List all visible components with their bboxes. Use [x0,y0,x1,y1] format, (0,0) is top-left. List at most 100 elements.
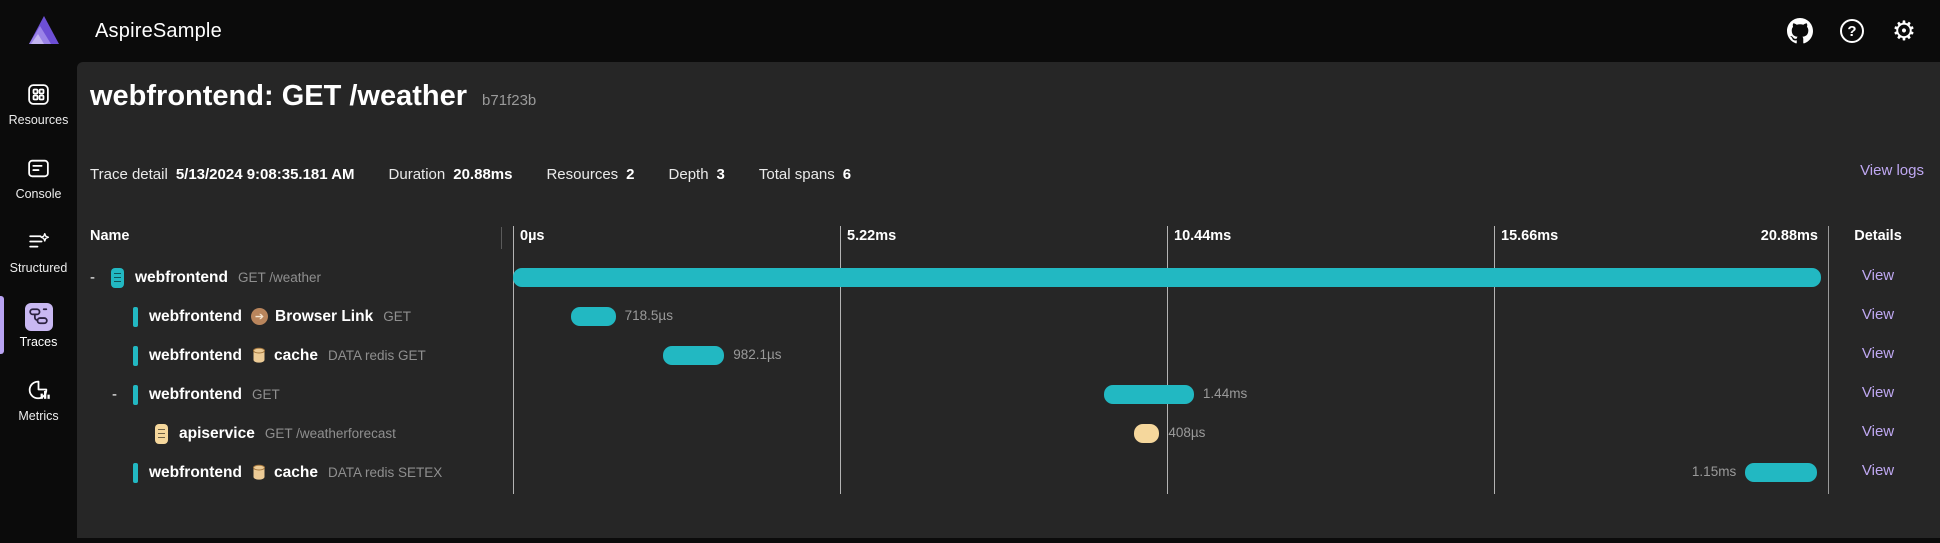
span-bar[interactable] [662,346,725,365]
details-column-header: Details [1854,228,1902,244]
span-kind-label: cache [274,346,318,364]
span-resource-name: webfrontend [135,268,228,286]
span-duration-label: 718.5µs [624,308,673,323]
database-icon [251,347,267,364]
resource-bar-icon [133,306,138,327]
gridline-5ms [840,226,841,494]
view-details-link[interactable]: View [1861,423,1895,440]
summary-depth: Depth 3 [668,165,725,183]
summary-trace-detail: Trace detail 5/13/2024 9:08:35.181 AM [90,165,355,183]
tick-label-4: 20.88ms [1760,228,1818,244]
timeline-cell: 982.1µs [513,336,1821,375]
trace-id-badge: b71f23b [482,92,537,109]
resource-bar-icon [133,384,138,405]
trace-row[interactable]: webfrontend cache DATA redis GET 982.1µs… [77,336,1940,375]
traces-icon [24,302,53,331]
span-bar[interactable] [1103,385,1194,404]
summary-resources: Resources 2 [546,165,635,183]
resource-pill-icon [111,267,124,288]
help-icon[interactable]: ? [1838,17,1866,45]
span-kind-label: Browser Link [275,307,374,325]
sidebar-item-label: Traces [19,334,58,349]
trace-row[interactable]: - webfrontend GET 1.44ms View [77,375,1940,414]
trace-row[interactable]: webfrontend cache DATA redis SETEX 1.15m… [77,453,1940,492]
timeline-cell [513,258,1821,297]
gridline-0us [513,226,514,494]
span-detail-text: GET /weatherforecast [264,426,396,441]
collapse-toggle[interactable]: - [90,269,95,286]
collapse-toggle[interactable]: - [112,386,117,403]
console-icon [25,155,53,183]
view-details-link[interactable]: View [1861,267,1895,284]
timeline-cell: 1.15ms [513,453,1821,492]
timeline-cell: 718.5µs [513,297,1821,336]
span-detail-text: DATA redis SETEX [327,465,443,480]
span-duration-label: 1.15ms [1691,464,1737,479]
sidebar-item-label: Metrics [18,408,59,423]
span-bar[interactable] [1133,424,1160,443]
timeline-cell: 1.44ms [513,375,1821,414]
sidebar-item-label: Console [15,186,62,201]
waterfall-header: Name 0µs 5.22ms 10.44ms 15.66ms 20.88ms … [77,220,1940,258]
sidebar-item-label: Structured [9,260,68,275]
trace-row[interactable]: - webfrontend GET /weather View [77,258,1940,297]
sidebar-item-structured[interactable]: Structured [0,220,77,283]
trace-row[interactable]: webfrontend ➔ Browser Link GET 718.5µs V… [77,297,1940,336]
gridline-15ms [1494,226,1495,494]
top-bar: AspireSample ? ⚙ [0,0,1940,62]
sidebar-item-label: Resources [8,112,69,127]
trace-summary: Trace detail 5/13/2024 9:08:35.181 AM Du… [90,162,1924,186]
view-logs-link[interactable]: View logs [1860,162,1924,179]
view-details-link[interactable]: View [1861,384,1895,401]
view-details-link[interactable]: View [1861,345,1895,362]
metrics-icon [25,377,53,405]
span-duration-label: 1.44ms [1202,386,1248,401]
span-resource-name: webfrontend [149,463,242,481]
span-kind-label: cache [274,463,318,481]
topbar-actions: ? ⚙ [1786,0,1918,62]
resource-pill-icon [155,423,168,444]
page-title: webfrontend: GET /weather [90,80,468,112]
tick-label-2: 10.44ms [1174,228,1232,244]
database-icon [251,464,267,481]
trace-detail-panel: webfrontend: GET /weather b71f23b Trace … [77,62,1940,538]
browser-link-icon: ➔ [251,308,268,325]
waterfall-rows: - webfrontend GET /weather View webfront… [77,258,1940,492]
waterfall-table: Name 0µs 5.22ms 10.44ms 15.66ms 20.88ms … [77,220,1940,530]
span-detail-text: DATA redis GET [327,348,426,363]
span-bar[interactable] [570,307,616,326]
gridline-10ms [1167,226,1168,494]
sidebar-item-console[interactable]: Console [0,146,77,209]
view-details-link[interactable]: View [1861,462,1895,479]
span-resource-name: webfrontend [149,385,242,403]
tick-label-3: 15.66ms [1501,228,1559,244]
sidebar-item-traces[interactable]: Traces [0,294,77,357]
summary-duration: Duration 20.88ms [388,165,513,183]
settings-icon[interactable]: ⚙ [1891,15,1917,46]
span-duration-label: 982.1µs [733,347,782,362]
view-details-link[interactable]: View [1861,306,1895,323]
sidebar: Resources Console Structured Tra [0,62,77,543]
span-duration-label: 408µs [1168,425,1206,440]
tick-label-1: 5.22ms [847,228,897,244]
span-bar[interactable] [513,268,1821,287]
span-detail-text: GET [252,387,280,402]
summary-total-spans: Total spans 6 [758,165,852,183]
span-resource-name: webfrontend [149,307,242,325]
resource-bar-icon [133,345,138,366]
timeline-cell: 408µs [513,414,1821,453]
structured-icon [25,229,53,257]
sidebar-item-resources[interactable]: Resources [0,72,77,135]
header-divider [501,227,502,249]
github-icon[interactable] [1786,17,1814,45]
sidebar-item-metrics[interactable]: Metrics [0,368,77,431]
span-detail-text: GET /weather [238,270,322,285]
span-resource-name: webfrontend [149,346,242,364]
app-title: AspireSample [95,19,222,42]
trace-row[interactable]: apiservice GET /weatherforecast 408µs Vi… [77,414,1940,453]
tick-label-0: 0µs [520,228,545,244]
span-resource-name: apiservice [179,424,255,442]
name-column-header: Name [90,228,130,244]
span-bar[interactable] [1745,463,1818,482]
details-column-divider [1828,226,1829,494]
